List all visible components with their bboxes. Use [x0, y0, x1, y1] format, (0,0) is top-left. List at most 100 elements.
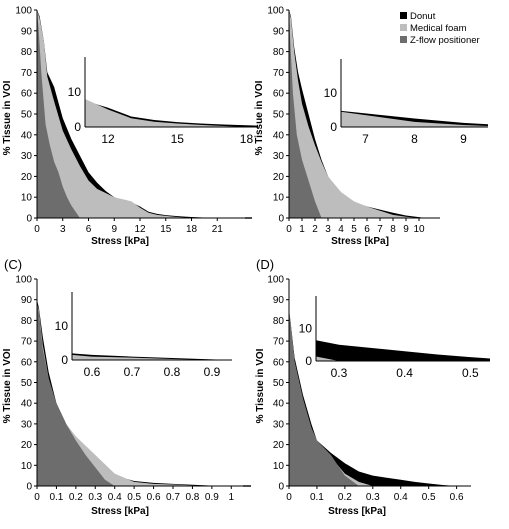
- legend-entry: Z-flow positioner: [410, 35, 480, 46]
- series-area-z-flow-positioner: [289, 10, 322, 218]
- inset-series-area: [316, 356, 339, 361]
- inset-y-tick-label: 10: [324, 86, 338, 100]
- inset-y-tick-label: 0: [330, 120, 337, 134]
- y-axis-label: % Tissue in VOI: [2, 348, 13, 423]
- x-tick-label: 0.2: [338, 492, 352, 503]
- y-tick-label: 0: [278, 482, 284, 493]
- inset-2: 0 10 0.6 0.7 0.8 0.9: [55, 292, 232, 379]
- y-tick-label: 90: [21, 295, 33, 306]
- y-tick-label: 50: [21, 110, 33, 121]
- x-axis-label: Stress [kPa]: [91, 236, 149, 247]
- series-area-medical-foam: [289, 10, 419, 218]
- x-axis-label: Stress [kPa]: [91, 506, 149, 517]
- x-tick-label: 7: [377, 224, 383, 235]
- inset-x-tick-label: 0.6: [84, 365, 101, 379]
- x-tick-label: 0.1: [49, 492, 63, 503]
- inset-x-tick-label: 9: [460, 132, 467, 146]
- series-area-donut: [37, 10, 226, 218]
- y-tick-label: 10: [273, 461, 285, 472]
- y-tick-label: 0: [26, 482, 32, 493]
- inset-x-tick-label: 0.5: [462, 366, 479, 380]
- x-tick-label: 8: [390, 224, 396, 235]
- x-tick-label: 0: [286, 224, 292, 235]
- x-tick-label: 0: [34, 492, 40, 503]
- x-tick-label: 0.6: [147, 492, 161, 503]
- x-tick-label: 0.2: [69, 492, 83, 503]
- y-tick-label: 70: [273, 337, 285, 348]
- x-tick-label: 1: [229, 492, 235, 503]
- y-tick-label: 50: [273, 378, 285, 389]
- y-tick-label: 80: [21, 47, 33, 58]
- inset-x-tick-label: 18: [240, 132, 254, 146]
- y-tick-label: 70: [21, 337, 33, 348]
- x-tick-label: 5: [351, 224, 357, 235]
- y-tick-label: 30: [21, 419, 33, 430]
- y-tick-label: 80: [21, 316, 33, 327]
- legend-swatch: [400, 24, 407, 31]
- x-tick-label: 0.8: [185, 492, 199, 503]
- x-tick-label: 0.9: [205, 492, 219, 503]
- x-axis-label: Stress [kPa]: [328, 506, 386, 517]
- x-tick-label: 9: [111, 224, 117, 235]
- x-tick-label: 6: [364, 224, 370, 235]
- y-tick-label: 40: [273, 399, 285, 410]
- y-tick-label: 70: [273, 68, 285, 79]
- x-tick-label: 0.3: [88, 492, 102, 503]
- panel-label: (D): [256, 257, 274, 272]
- inset-x-tick-label: 15: [171, 132, 185, 146]
- inset-y-tick-label: 0: [74, 120, 81, 134]
- x-tick-label: 6: [86, 224, 92, 235]
- x-tick-label: 0: [286, 492, 292, 503]
- y-axis-label: % Tissue in VOI: [255, 348, 266, 423]
- x-tick-label: 15: [160, 224, 172, 235]
- y-axis-label: % Tissue in VOI: [2, 80, 13, 155]
- y-tick-label: 60: [21, 89, 33, 100]
- x-tick-label: 0: [34, 224, 40, 235]
- inset-series-area: [85, 99, 247, 127]
- legend-swatch: [400, 36, 407, 43]
- inset-y-tick-label: 10: [299, 322, 313, 336]
- y-tick-label: 30: [273, 151, 285, 162]
- y-tick-label: 0: [26, 214, 32, 225]
- x-tick-label: 4: [338, 224, 344, 235]
- y-tick-label: 20: [21, 440, 33, 451]
- inset-background: [72, 292, 232, 360]
- y-tick-label: 40: [273, 130, 285, 141]
- y-tick-label: 90: [273, 295, 285, 306]
- x-tick-label: 3: [325, 224, 331, 235]
- inset-x-tick-label: 0.4: [396, 366, 413, 380]
- y-tick-label: 80: [273, 316, 285, 327]
- legend-entry: Donut: [410, 11, 436, 22]
- y-tick-label: 0: [278, 214, 284, 225]
- x-tick-label: 9: [403, 224, 409, 235]
- y-tick-label: 20: [21, 172, 33, 183]
- inset-x-tick-label: 7: [362, 132, 369, 146]
- inset-areas: [72, 353, 232, 360]
- series-area-medical-foam: [37, 10, 192, 218]
- inset-x-tick-label: 0.7: [124, 365, 141, 379]
- y-tick-label: 30: [273, 419, 285, 430]
- y-tick-label: 10: [21, 193, 33, 204]
- inset-0: 0 10 12 15 18: [68, 57, 258, 146]
- y-tick-label: 100: [267, 275, 284, 286]
- inset-x-tick-label: 0.3: [331, 366, 348, 380]
- y-tick-label: 20: [273, 172, 285, 183]
- x-tick-label: 18: [186, 224, 198, 235]
- inset-y-tick-label: 0: [305, 354, 312, 368]
- x-tick-label: 1: [299, 224, 305, 235]
- y-tick-label: 60: [273, 89, 285, 100]
- y-tick-label: 90: [273, 26, 285, 37]
- inset-areas: [85, 99, 258, 127]
- y-axis-label: % Tissue in VOI: [254, 80, 265, 155]
- x-tick-label: 21: [212, 224, 224, 235]
- inset-x-tick-label: 0.8: [164, 365, 181, 379]
- series-area-z-flow-positioner: [289, 310, 359, 486]
- x-tick-label: 12: [134, 224, 146, 235]
- panel-label: (C): [4, 257, 22, 272]
